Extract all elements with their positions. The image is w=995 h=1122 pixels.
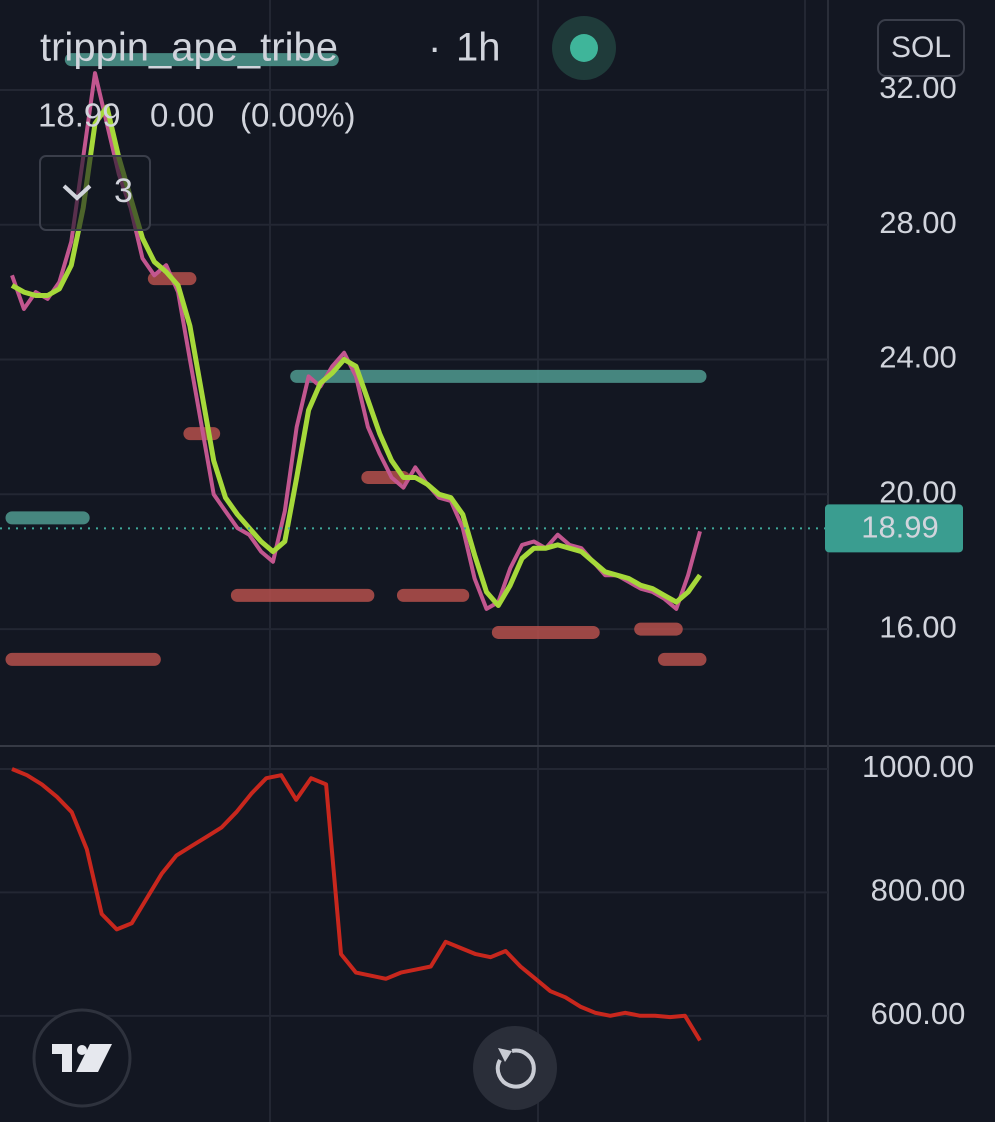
sol-label: SOL — [891, 31, 951, 64]
reset-icon — [495, 1048, 536, 1089]
series-line — [11, 767, 702, 1042]
indicators-toggle[interactable]: 3 — [39, 155, 151, 231]
change-percent: (0.00%) — [240, 97, 356, 134]
chevron-icon — [62, 184, 92, 201]
last-price-box — [825, 504, 963, 553]
logo-circle[interactable] — [32, 1008, 132, 1108]
indicators-button[interactable] — [39, 155, 151, 231]
plot: 16.0020.0024.0028.0032.0018.99600.00800.… — [0, 53, 974, 1042]
y-tick-label: 600.00 — [871, 996, 966, 1031]
reset-circle[interactable] — [473, 1026, 557, 1110]
last-price: 18.99 — [38, 97, 121, 134]
reset-button[interactable] — [473, 1026, 557, 1110]
y-tick-label: 20.00 — [879, 474, 957, 509]
y-tick-label: 28.00 — [879, 205, 957, 240]
y-tick-label: 16.00 — [879, 609, 957, 644]
indicators-count: 3 — [114, 172, 133, 210]
title-separator: · — [428, 26, 441, 70]
y-tick-label: 1000.00 — [862, 749, 974, 784]
logo-mark — [52, 1044, 112, 1072]
sol-button[interactable] — [877, 19, 965, 77]
symbol-switch[interactable]: SOL — [877, 19, 965, 77]
status-dot — [570, 34, 598, 62]
y-tick-label: 800.00 — [871, 873, 966, 908]
header: trippin_ape_tribe · 1h 18.99 0.00 (0.00%… — [38, 16, 616, 134]
symbol-title: trippin_ape_tribe — [40, 26, 338, 70]
y-tick-label: 24.00 — [879, 340, 957, 375]
reset-arrowhead — [498, 1048, 512, 1062]
change: 0.00 — [150, 97, 214, 134]
logo[interactable] — [32, 1008, 132, 1108]
interval: 1h — [456, 26, 501, 70]
logo-dot — [77, 1045, 87, 1055]
last-price-label: 18.99 — [861, 510, 939, 545]
